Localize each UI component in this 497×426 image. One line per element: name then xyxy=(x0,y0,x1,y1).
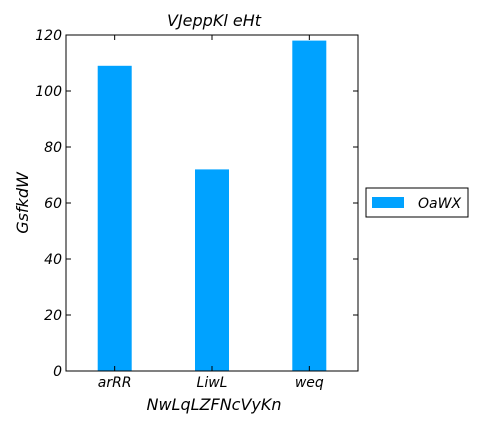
y-tick-label: 0 xyxy=(53,364,62,380)
y-tick-label: 40 xyxy=(44,252,62,268)
legend-label: OaWX xyxy=(418,196,461,212)
bar-LiwL xyxy=(195,169,229,371)
chart-title: VJeppKl eHt xyxy=(167,11,262,30)
y-tick-label: 60 xyxy=(44,196,62,212)
bars-group xyxy=(97,40,327,372)
x-axis-ticks: arRR LiwL weq xyxy=(98,35,324,391)
x-tick-label: LiwL xyxy=(197,375,228,391)
bar-weq xyxy=(292,40,327,371)
y-axis-label: GsfkdW xyxy=(13,171,32,234)
y-tick-label: 80 xyxy=(44,140,62,156)
y-tick-label: 100 xyxy=(35,84,62,100)
bar-arRR xyxy=(97,65,132,372)
legend: OaWX xyxy=(365,187,469,218)
y-axis-ticks: 0 20 40 60 80 100 120 xyxy=(35,28,358,380)
y-tick-label: 120 xyxy=(35,28,62,44)
legend-swatch xyxy=(372,197,404,208)
y-tick-label: 20 xyxy=(44,308,62,324)
x-tick-label: arRR xyxy=(98,375,132,391)
x-tick-label: weq xyxy=(295,375,324,391)
x-axis-label: NwLqLZFNcVyKn xyxy=(146,395,281,414)
